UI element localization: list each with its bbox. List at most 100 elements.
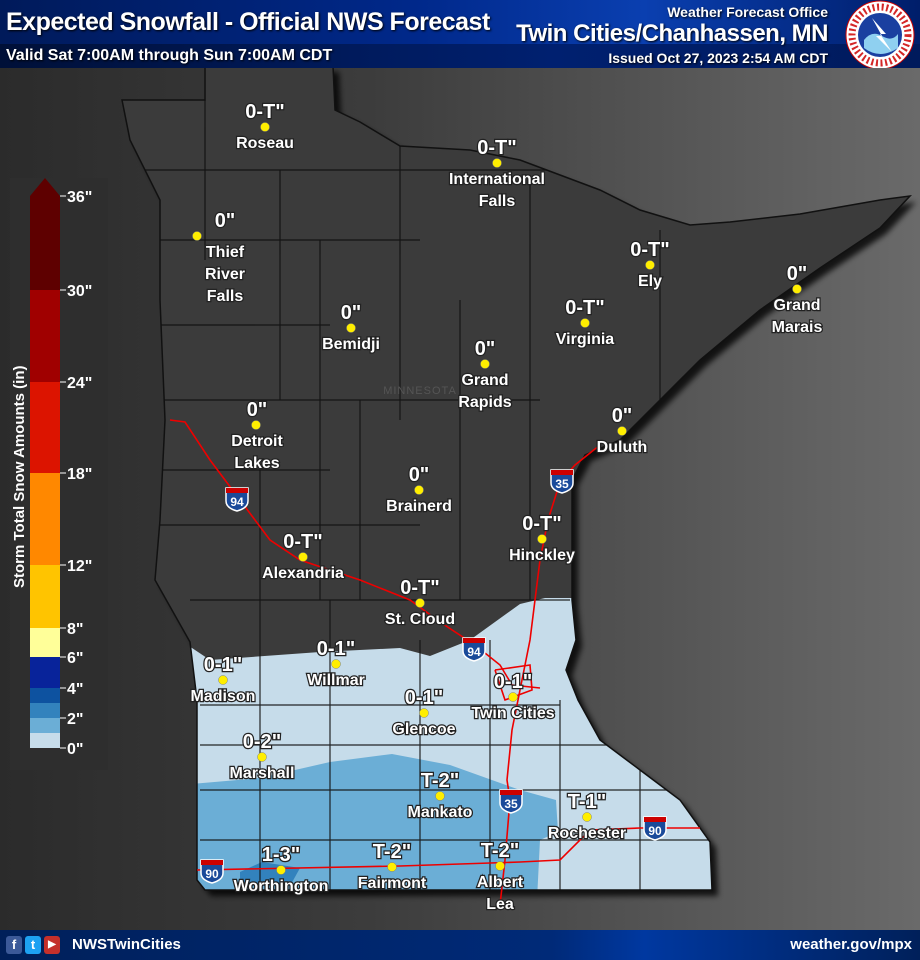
- legend-tick-label: 0": [67, 741, 83, 758]
- city-name: Madison: [191, 688, 256, 705]
- facebook-icon[interactable]: f: [6, 936, 22, 954]
- shield-number: 90: [648, 824, 662, 838]
- twitter-icon[interactable]: t: [25, 936, 41, 954]
- city-virginia: 0-T" Virginia: [555, 296, 616, 350]
- social-handle[interactable]: NWSTwinCities: [72, 936, 181, 953]
- legend-band-2-3: [30, 703, 60, 718]
- snow-amount: 0-T": [400, 577, 439, 599]
- snow-amount: 0": [409, 464, 430, 486]
- snow-amount: 0-1": [405, 687, 443, 709]
- city-dot: [218, 675, 228, 685]
- snow-amount: 0": [215, 210, 236, 232]
- legend-tick-label: 12": [67, 558, 92, 575]
- city-name: Worthington: [234, 878, 329, 895]
- snowfall-map: MINNESOTA 94 94 35 35 90 90 0-T" Roseau 0-T" Int…: [121, 65, 911, 915]
- snow-amount: 0": [475, 338, 496, 360]
- snow-amount: T-2": [373, 841, 411, 863]
- valid-period: Valid Sat 7:00AM through Sun 7:00AM CDT: [6, 47, 333, 64]
- city-name: Detroit: [231, 433, 283, 450]
- snow-amount: 0-T": [245, 101, 284, 123]
- city-name: Duluth: [597, 439, 648, 456]
- city-name: Twin Cities: [471, 705, 554, 722]
- city-name: Albert: [477, 874, 524, 891]
- shield-number: 94: [230, 495, 244, 509]
- city-detroit-lakes: 0" Detroit Lakes: [230, 398, 285, 474]
- snow-amount: 0": [247, 399, 268, 421]
- youtube-icon[interactable]: ▶: [44, 936, 60, 954]
- city-name: Marshall: [230, 765, 295, 782]
- city-brainerd: 0" Brainerd: [385, 463, 453, 517]
- city-dot: [260, 122, 270, 132]
- city-name: Grand: [461, 372, 508, 389]
- city-mankato: T-2" Mankato: [406, 769, 474, 823]
- city-thief-river-falls: 0" Thief River Falls: [192, 209, 246, 306]
- city-name: Falls: [207, 288, 244, 305]
- city-dot: [192, 231, 202, 241]
- legend-tick-label: 24": [67, 375, 92, 392]
- legend-tick-label: 18": [67, 466, 92, 483]
- website-link[interactable]: weather.gov/mpx: [790, 936, 912, 953]
- snow-amount: 0-T": [477, 137, 516, 159]
- interstate-90-route: [196, 827, 700, 871]
- shield-number: 35: [555, 477, 569, 491]
- city-dot: [346, 323, 356, 333]
- city-dot: [617, 426, 627, 436]
- city-name: Grand: [773, 297, 820, 314]
- city-worthington: 1-3" Worthington: [232, 843, 329, 897]
- snow-amount: 0": [787, 263, 808, 285]
- city-dot: [419, 708, 429, 718]
- office-label: Weather Forecast Office: [667, 4, 828, 20]
- city-grand-marais: 0" Grand Marais: [770, 262, 823, 338]
- legend-title: Storm Total Snow Amounts (in): [11, 366, 28, 588]
- interstate-94-shield: 94: [462, 637, 486, 662]
- city-dot: [792, 284, 802, 294]
- city-roseau: 0-T" Roseau: [235, 100, 295, 154]
- snow-amount: 0-1": [494, 671, 532, 693]
- interstate-90-shield: 90: [200, 859, 224, 884]
- city-name: Alexandria: [262, 565, 344, 582]
- city-name: Marais: [772, 319, 823, 336]
- city-dot: [251, 420, 261, 430]
- shield-number: 35: [504, 797, 518, 811]
- city-name: Ely: [638, 273, 662, 290]
- city-dot: [580, 318, 590, 328]
- legend-band-0-1: [30, 733, 60, 748]
- shield-number: 94: [467, 645, 481, 659]
- legend-tick-label: 4": [67, 681, 83, 698]
- map-area: MINNESOTA 94 94 35 35 90 90 0-T" Roseau 0-T" Int…: [0, 65, 920, 930]
- interstate-90-shield: 90: [643, 816, 667, 841]
- nws-logo-icon: [845, 0, 915, 70]
- legend-band-4-6: [30, 657, 60, 688]
- interstate-35-shield: 35: [550, 469, 574, 494]
- legend-band-30-36: [30, 196, 60, 290]
- city-willmar: 0-1" Willmar: [306, 637, 366, 691]
- city-twincities: 0-1" Twin Cities: [470, 670, 556, 724]
- city-hinckley: 0-T" Hinckley: [508, 512, 576, 566]
- city-dot: [480, 359, 490, 369]
- city-dot: [435, 791, 445, 801]
- snow-amount: 0-1": [204, 654, 242, 676]
- city-dot: [495, 861, 505, 871]
- valid-time-bar: [0, 44, 920, 68]
- snow-amount: 0-2": [243, 731, 281, 753]
- city-name: Willmar: [307, 672, 365, 689]
- office-city: Twin Cities/Chanhassen, MN: [516, 20, 828, 47]
- city-name: Rapids: [458, 394, 511, 411]
- city-name: Brainerd: [386, 498, 452, 515]
- snow-amount: 1-3": [262, 844, 300, 866]
- city-name: Virginia: [556, 331, 614, 348]
- city-rochester: T-1" Rochester: [547, 790, 628, 844]
- city-name: Bemidji: [322, 336, 380, 353]
- city-madison: 0-1" Madison: [189, 653, 256, 707]
- city-name: Falls: [479, 193, 516, 210]
- city-albert-lea: T-2" Albert Lea: [476, 839, 525, 915]
- snow-amount: 0-T": [522, 513, 561, 535]
- snow-amount: 0": [341, 302, 362, 324]
- snowfall-legend: Storm Total Snow Amounts (in) 0" 2" 4" 6" 8"…: [10, 178, 108, 770]
- city-international-falls: 0-T" International Falls: [448, 136, 547, 212]
- city-name: Roseau: [236, 135, 294, 152]
- legend-tick-label: 30": [67, 283, 92, 300]
- city-name: Fairmont: [358, 875, 427, 892]
- footer-bar: f t ▶ NWSTwinCities weather.gov/mpx: [0, 930, 920, 960]
- city-fairmont: T-2" Fairmont: [357, 840, 429, 894]
